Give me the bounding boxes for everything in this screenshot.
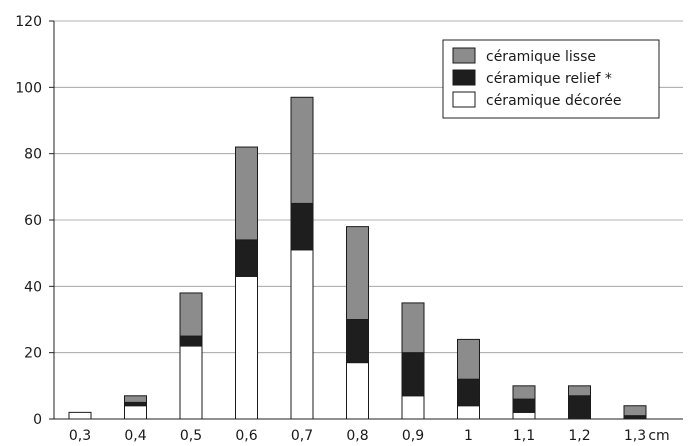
legend-label: céramique lisse — [486, 49, 596, 65]
y-tick-label: 0 — [33, 412, 42, 428]
y-tick-label: 120 — [15, 14, 42, 30]
y-tick-label: 100 — [15, 80, 42, 96]
y-tick-labels: 0 20 40 60 80 100 120 — [15, 14, 42, 428]
x-tick-label: 0,4 — [124, 428, 146, 444]
bar-segment — [568, 395, 591, 420]
bar-segment — [512, 411, 536, 420]
gridlines — [54, 20, 683, 354]
bar-segment — [290, 249, 314, 420]
bar-segment — [512, 398, 536, 413]
bar-segment — [346, 226, 369, 320]
bar-segment — [68, 411, 92, 420]
legend-swatch — [452, 69, 476, 86]
bar-segment — [457, 378, 480, 407]
bar-segment — [401, 352, 425, 397]
bar-segment — [401, 302, 425, 354]
legend-label: céramique relief * — [486, 71, 612, 87]
x-tick-label: 0,7 — [291, 428, 313, 444]
x-tick-label: 0,8 — [346, 428, 368, 444]
x-unit-label: cm — [648, 428, 669, 444]
bar-segment — [457, 405, 480, 420]
y-tick-label: 80 — [24, 147, 42, 163]
bar-segment — [568, 385, 591, 397]
bar-segment — [235, 275, 258, 420]
x-tick-label: 1,1 — [513, 428, 535, 444]
bar-segment — [290, 96, 314, 204]
bar-segment — [290, 202, 314, 251]
bar-segment — [401, 395, 425, 420]
legend: céramique lisse céramique relief * céramiq… — [442, 39, 660, 119]
legend-label: céramique décorée — [486, 93, 621, 109]
x-tick-label: 1 — [464, 428, 473, 444]
x-tick-labels: 0,3 0,4 0,5 0,6 0,7 0,8 0,9 1 1,1 1,2 1,3 cm — [69, 428, 670, 444]
legend-box — [442, 39, 660, 119]
bar-segment — [457, 338, 480, 380]
x-tick-label: 1,3 — [624, 428, 646, 444]
axes — [49, 20, 683, 420]
y-tick-label: 40 — [24, 279, 42, 295]
bars — [68, 96, 647, 420]
bar-segment — [179, 335, 203, 347]
x-tick-label: 0,5 — [180, 428, 202, 444]
bar-segment — [179, 345, 203, 420]
x-tick-label: 0,6 — [235, 428, 257, 444]
bar-segment — [512, 385, 536, 400]
x-tick-label: 0,3 — [69, 428, 91, 444]
bar-segment — [235, 146, 258, 241]
bar-segment — [179, 292, 203, 337]
legend-swatch — [452, 47, 476, 64]
bar-segment — [346, 319, 369, 364]
legend-swatch — [452, 91, 476, 108]
bar-segment — [623, 405, 647, 417]
bar-segment — [346, 362, 369, 420]
x-tick-label: 1,2 — [568, 428, 590, 444]
bar-segment — [235, 239, 258, 277]
y-tick-label: 60 — [24, 213, 42, 229]
x-tick-label: 0,9 — [402, 428, 424, 444]
bar-segment — [124, 405, 147, 420]
bar-segment — [124, 395, 147, 403]
y-tick-label: 20 — [24, 346, 42, 362]
